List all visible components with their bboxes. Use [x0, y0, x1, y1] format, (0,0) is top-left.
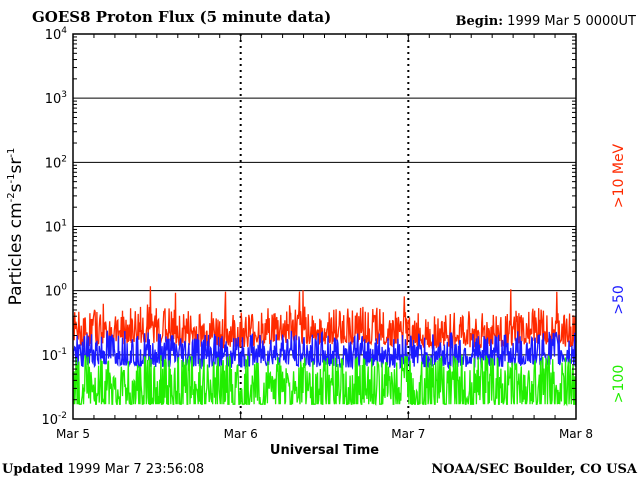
begin-label: Begin: [455, 14, 504, 29]
y-tick-label: 100 [45, 283, 68, 300]
x-tick-label: Mar 5 [56, 427, 90, 441]
frame-layer [72, 33, 577, 420]
updated-label: Updated [2, 462, 64, 477]
label-layer: 10-2 10-1 100 101 102 103 104 Mar 5 Mar 6 Mar 7 Ma… [6, 26, 627, 458]
begin-value: 1999 Mar 5 0000UT [507, 14, 636, 29]
legend-entry: >50 [611, 285, 627, 315]
y-tick-label: 104 [45, 26, 68, 43]
credit-text: NOAA/SEC Boulder, CO USA [431, 462, 637, 477]
begin-time: Begin: 1999 Mar 5 0000UT [455, 14, 636, 29]
y-tick-label: 10-1 [41, 347, 67, 364]
series-line [72, 286, 577, 350]
x-tick-label: Mar 6 [224, 427, 258, 441]
x-axis-title: Universal Time [270, 443, 379, 458]
chart-title: GOES8 Proton Flux (5 minute data) [32, 8, 332, 26]
y-tick-label: 103 [45, 90, 67, 107]
x-tick-label: Mar 7 [391, 427, 425, 441]
series-line [72, 354, 577, 407]
series-layer [72, 286, 577, 407]
updated-timestamp: Updated 1999 Mar 7 23:56:08 [2, 462, 204, 477]
legend-entry: >100 [611, 365, 627, 403]
y-tick-label: 10-2 [41, 411, 67, 428]
x-tick-label: Mar 8 [559, 427, 593, 441]
legend-entry: >10 MeV [611, 143, 627, 208]
y-tick-label: 102 [45, 154, 67, 171]
updated-value: 1999 Mar 7 23:56:08 [67, 462, 205, 477]
y-tick-label: 101 [45, 219, 67, 236]
y-axis-title: Particles cm-2s-1sr-1 [6, 148, 26, 306]
